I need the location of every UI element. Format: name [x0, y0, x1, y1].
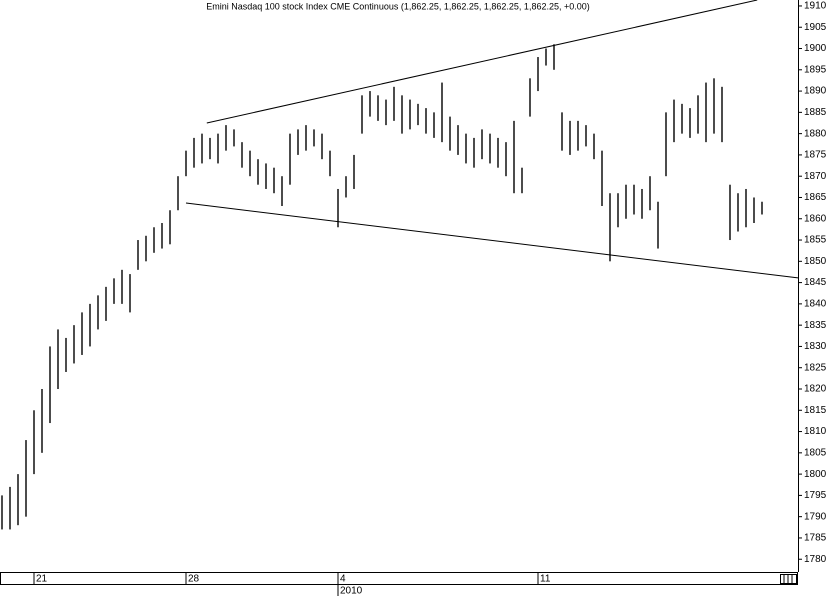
y-tick-label: 1875 — [804, 150, 827, 161]
y-tick-label: 1890 — [804, 86, 827, 97]
y-tick-label: 1815 — [804, 405, 827, 416]
y-tick-label: 1905 — [804, 22, 827, 33]
x-axis-band — [0, 572, 798, 585]
y-tick-label: 1780 — [804, 554, 827, 565]
y-tick-label: 1910 — [804, 1, 827, 12]
y-tick-label: 1830 — [804, 341, 827, 352]
y-tick-label: 1900 — [804, 43, 827, 54]
x-tick-label: 11 — [540, 574, 551, 585]
x-sub-label: 2010 — [340, 586, 363, 596]
y-tick-label: 1895 — [804, 64, 827, 75]
y-tick-label: 1855 — [804, 235, 827, 246]
chart-title: Emini Nasdaq 100 stock Index CME Continu… — [206, 1, 590, 11]
y-tick-label: 1865 — [804, 192, 827, 203]
y-tick-label: 1810 — [804, 426, 827, 437]
y-tick-label: 1840 — [804, 299, 827, 310]
y-tick-label: 1790 — [804, 511, 827, 522]
trend-line — [206, 0, 758, 124]
y-tick-label: 1885 — [804, 107, 827, 118]
trend-line — [185, 202, 799, 279]
y-tick-label: 1820 — [804, 384, 827, 395]
y-tick-label: 1785 — [804, 533, 827, 544]
y-tick-label: 1850 — [804, 256, 827, 267]
y-tick-label: 1835 — [804, 320, 827, 331]
y-tick-label: 1870 — [804, 171, 827, 182]
x-tick-label: 21 — [36, 574, 48, 585]
y-tick-label: 1805 — [804, 447, 827, 458]
x-tick-label: 28 — [188, 574, 200, 585]
y-tick-label: 1800 — [804, 469, 827, 480]
y-tick-label: 1795 — [804, 490, 827, 501]
y-tick-label: 1825 — [804, 362, 827, 373]
y-tick-label: 1845 — [804, 277, 827, 288]
x-tick-label: 4 — [340, 574, 346, 585]
y-tick-label: 1860 — [804, 213, 827, 224]
y-tick-label: 1880 — [804, 128, 827, 139]
